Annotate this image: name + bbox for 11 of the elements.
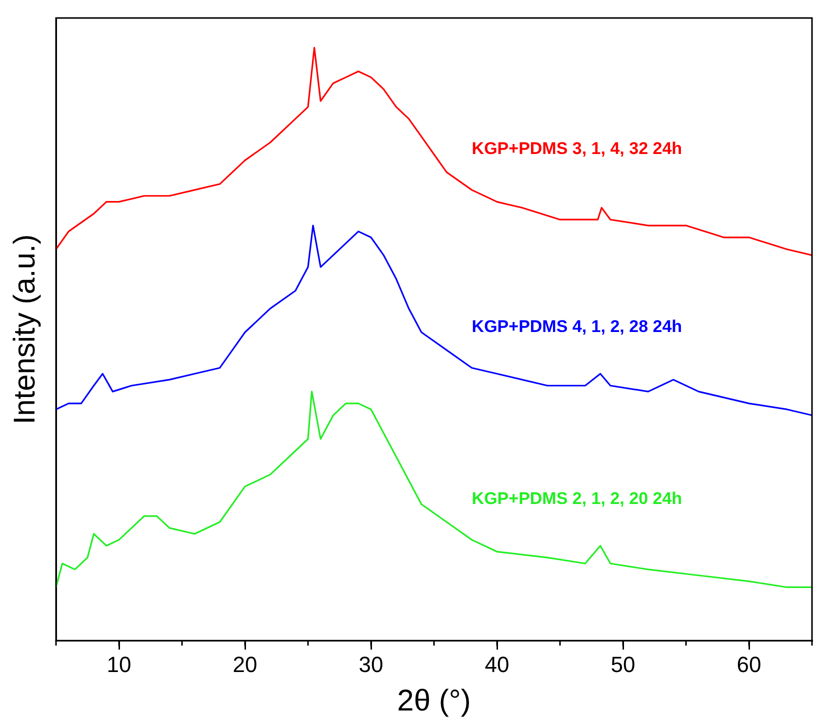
series-label: KGP+PDMS 2, 1, 2, 20 24h xyxy=(472,488,682,508)
series-label: KGP+PDMS 4, 1, 2, 28 24h xyxy=(472,317,682,336)
x-axis-title: 2θ (°) xyxy=(397,684,471,718)
y-axis-title: Intensity (a.u.) xyxy=(8,234,42,424)
series-label: KGP+PDMS 3, 1, 4, 32 24h xyxy=(472,139,682,158)
x-tick-label: 60 xyxy=(736,652,762,677)
x-tick-label: 50 xyxy=(610,652,636,677)
x-tick-label: 30 xyxy=(358,652,384,677)
x-tick-label: 20 xyxy=(232,652,258,677)
x-tick-label: 40 xyxy=(484,652,510,677)
x-tick-label: 10 xyxy=(106,652,132,677)
